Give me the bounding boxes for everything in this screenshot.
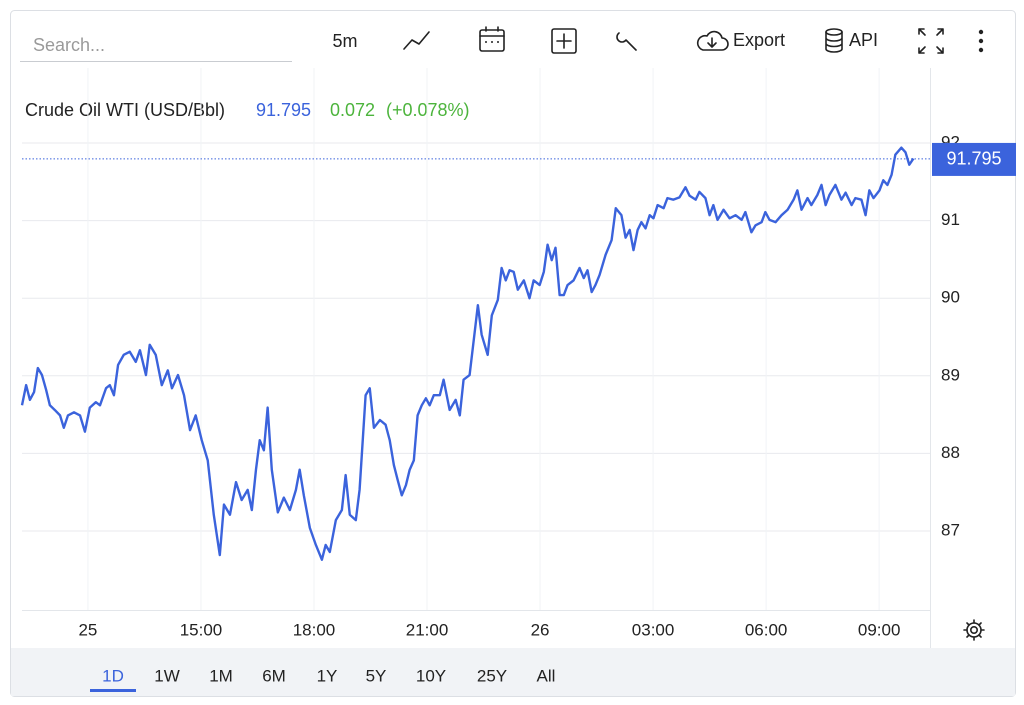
x-tick-label: 26 <box>531 620 550 639</box>
add-indicator-button[interactable] <box>551 28 577 54</box>
export-button[interactable]: Export <box>696 30 785 51</box>
fullscreen-button[interactable] <box>918 28 944 54</box>
y-tick-label: 87 <box>941 520 960 539</box>
api-button[interactable]: API <box>825 28 878 53</box>
price-line <box>20 146 915 561</box>
last-price-tag <box>932 142 1016 176</box>
more-menu-button[interactable] <box>978 29 984 53</box>
plot: 91.795 <box>20 142 1016 561</box>
x-tick-label: 09:00 <box>858 620 901 639</box>
y-tick-label: 88 <box>941 443 960 462</box>
symbol-name: Crude Oil WTI (USD/Bbl) <box>25 100 225 120</box>
range-button[interactable]: 1Y <box>317 666 338 685</box>
last-price: 91.795 <box>256 100 311 120</box>
price-change: 0.072 <box>330 100 375 120</box>
search-box[interactable]: Search... <box>20 35 292 62</box>
x-tick-label: 25 <box>78 620 97 639</box>
y-tick-label: 91 <box>941 210 960 229</box>
last-price-tag-label: 91.795 <box>946 149 1001 169</box>
x-tick-label: 18:00 <box>293 620 336 639</box>
range-button[interactable]: 25Y <box>477 666 507 685</box>
widget-frame <box>10 10 1016 697</box>
y-tick-label: 89 <box>941 365 960 384</box>
x-tick-label: 21:00 <box>406 620 449 639</box>
chart-type-button[interactable] <box>403 31 430 50</box>
api-label[interactable]: API <box>849 30 878 50</box>
range-selected-underline <box>90 689 136 692</box>
range-button[interactable]: 5Y <box>366 666 387 685</box>
range-button[interactable]: All <box>537 666 556 685</box>
x-tick-label: 03:00 <box>632 620 675 639</box>
search-placeholder[interactable]: Search... <box>33 35 105 55</box>
range-buttons: 1D 1W 1M 6M 1Y 5Y 10Y 25Y All <box>90 666 555 692</box>
export-label[interactable]: Export <box>733 30 785 50</box>
range-button[interactable]: 1W <box>154 666 180 685</box>
x-tick-label: 15:00 <box>180 620 223 639</box>
range-button[interactable]: 1D <box>102 666 124 685</box>
price-change-percent: (+0.078%) <box>386 100 470 120</box>
y-tick-label: 90 <box>941 288 960 307</box>
settings-button[interactable] <box>963 619 985 641</box>
interval-button[interactable]: 5m <box>332 31 357 51</box>
date-range-button[interactable] <box>479 26 505 52</box>
range-bar <box>11 648 1015 696</box>
tools-button[interactable] <box>616 32 637 51</box>
range-button[interactable]: 1M <box>209 666 233 685</box>
range-button[interactable]: 6M <box>262 666 286 685</box>
range-button[interactable]: 10Y <box>416 666 446 685</box>
x-tick-label: 06:00 <box>745 620 788 639</box>
